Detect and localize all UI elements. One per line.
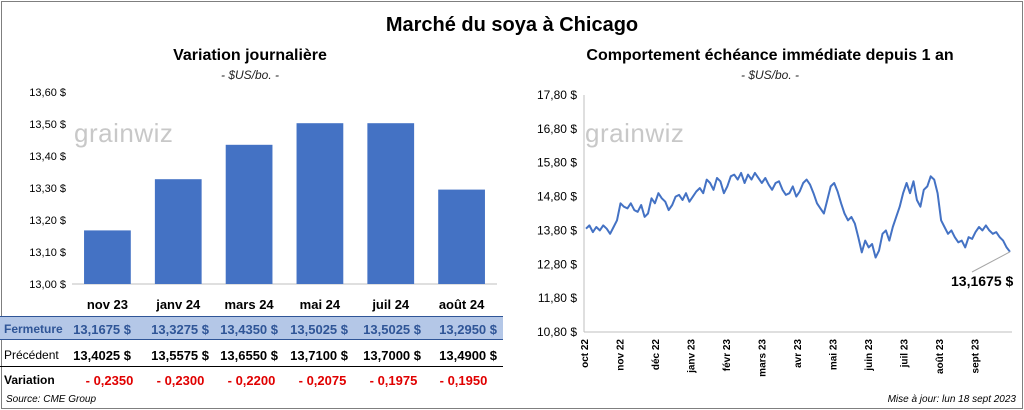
bar-ytick-label: 13,30 $ [29, 183, 66, 195]
update-note: Mise à jour: lun 18 sept 2023 [887, 394, 1016, 405]
bar [84, 230, 131, 284]
close-row-label: Fermeture [4, 322, 63, 336]
one-year-trend-title: Comportement échéance immédiate depuis 1… [586, 47, 954, 64]
close-cell: 13,2950 $ [439, 322, 497, 337]
bar-ytick-label: 13,20 $ [29, 215, 66, 227]
previous-cell: 13,7100 $ [290, 348, 348, 363]
bar-ytick-label: 13,00 $ [29, 279, 66, 291]
bar-category-label: mai 24 [300, 297, 341, 312]
line-ytick-label: 13,80 $ [537, 223, 577, 237]
bar-category-label: août 24 [439, 297, 485, 312]
one-year-trend-unit: - $US/bo. - [740, 68, 800, 82]
previous-cell: 13,7000 $ [363, 348, 421, 363]
variation-row: Variation - 0,2350 - 0,2300 - 0,2200 - 0… [0, 368, 503, 392]
variation-cell: - 0,2075 [298, 373, 347, 388]
variation-row-label: Variation [4, 373, 55, 387]
line-xtick-label: janv 23 [687, 339, 698, 374]
close-cell: 13,1675 $ [73, 322, 131, 337]
line-xtick-label: juin 23 [864, 339, 875, 372]
variation-cell: - 0,1950 [439, 373, 488, 388]
close-row: Fermeture 13,1675 $ 13,3275 $ 13,4350 $ … [0, 316, 503, 340]
bar-ytick-label: 13,60 $ [29, 87, 66, 99]
variation-cell: - 0,1975 [369, 373, 418, 388]
previous-cell: 13,4900 $ [439, 348, 497, 363]
line-xtick-label: mars 23 [758, 339, 769, 377]
line-ytick-label: 16,80 $ [537, 122, 577, 136]
variation-cell: - 0,2200 [227, 373, 276, 388]
line-ytick-label: 17,80 $ [537, 88, 577, 102]
grainwiz-logo-left: grainwiz [74, 118, 174, 148]
line-ytick-label: 10,80 $ [537, 325, 577, 339]
bar [225, 144, 273, 284]
line-xtick-label: août 23 [935, 339, 946, 374]
line-xtick-label: nov 22 [616, 339, 627, 371]
bar [438, 189, 485, 284]
line-ytick-label: 15,80 $ [537, 156, 577, 170]
line-xtick-label: sept 23 [971, 339, 982, 374]
daily-variation-unit: - $US/bo. - [220, 68, 280, 82]
bar-ytick-label: 13,50 $ [29, 119, 66, 131]
bar-category-label: janv 24 [155, 297, 201, 312]
previous-row: Précédent 13,4025 $ 13,5575 $ 13,6550 $ … [0, 343, 503, 367]
line-xtick-label: févr 23 [722, 339, 733, 372]
bar-category-label: nov 23 [87, 297, 128, 312]
source-note: Source: CME Group [6, 394, 97, 405]
bar-category-label: juil 24 [371, 297, 410, 312]
bar [296, 123, 344, 284]
bar-category-label: mars 24 [225, 297, 275, 312]
line-series [585, 171, 1011, 259]
bar-ytick-label: 13,40 $ [29, 151, 66, 163]
line-xtick-label: avr 23 [793, 339, 804, 368]
grainwiz-logo-right: grainwiz [585, 118, 685, 148]
line-xtick-label: oct 22 [580, 339, 591, 368]
line-xtick-label: juil 23 [900, 339, 911, 369]
variation-cell: - 0,2300 [156, 373, 205, 388]
previous-row-label: Précédent [4, 348, 59, 362]
close-cell: 13,4350 $ [220, 322, 278, 337]
line-ytick-label: 11,80 $ [538, 291, 577, 305]
line-xtick-label: déc 22 [651, 339, 662, 371]
previous-cell: 13,5575 $ [151, 348, 209, 363]
previous-cell: 13,4025 $ [73, 348, 131, 363]
close-cell: 13,3275 $ [151, 322, 209, 337]
line-ytick-label: 12,80 $ [537, 257, 577, 271]
close-cell: 13,5025 $ [363, 322, 421, 337]
page-title: Marché du soya à Chicago [385, 14, 639, 36]
bar [154, 179, 202, 284]
close-cell: 13,5025 $ [290, 322, 348, 337]
previous-cell: 13,6550 $ [220, 348, 278, 363]
line-xtick-label: mai 23 [829, 339, 840, 371]
line-ytick-label: 14,80 $ [537, 190, 577, 204]
daily-variation-title: Variation journalière [173, 47, 327, 64]
variation-cell: - 0,2350 [85, 373, 134, 388]
bar-ytick-label: 13,10 $ [29, 247, 66, 259]
bar [367, 123, 415, 284]
daily-bar-chart: 13,00 $ 13,10 $ 13,20 $ 13,30 $ 13,40 $ 13,50… [29, 87, 497, 312]
last-value-leader [971, 251, 1011, 273]
last-value-label: 13,1675 $ [951, 273, 1013, 289]
